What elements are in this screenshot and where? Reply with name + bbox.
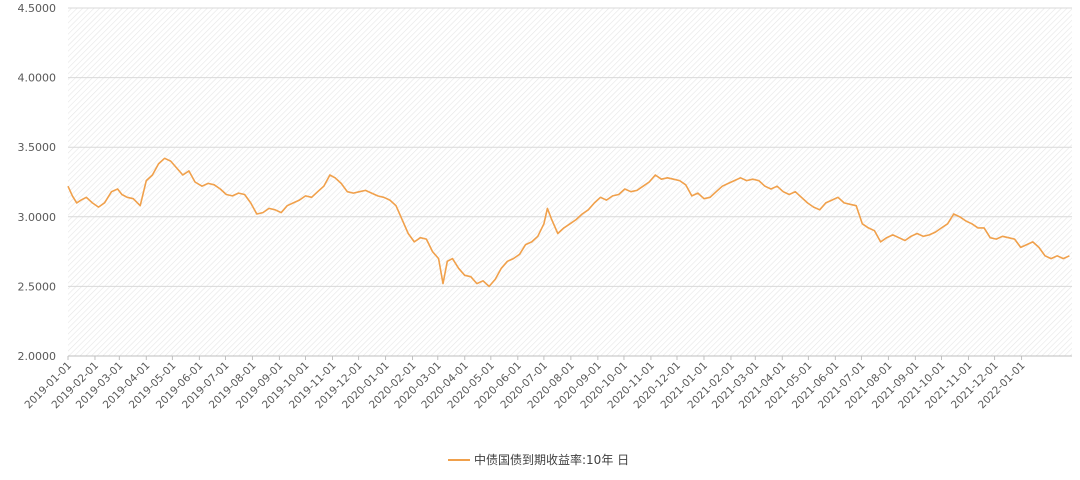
plot-background [68, 8, 1072, 356]
y-tick-label: 3.0000 [18, 211, 57, 224]
y-tick-label: 2.5000 [18, 280, 57, 293]
legend: 中债国债到期收益率:10年 日 [448, 452, 629, 467]
y-axis: 2.0000 2.5000 3.0000 3.5000 4.0000 4.5000 [18, 2, 57, 363]
gridlines [68, 7, 1072, 357]
y-tick-label: 4.5000 [18, 2, 57, 15]
series-line [67, 157, 1070, 288]
legend-label: 中债国债到期收益率:10年 日 [474, 452, 629, 467]
y-tick-label: 2.0000 [18, 350, 57, 363]
x-axis: 2019-01-012019-02-012019-03-012019-04-01… [22, 356, 1028, 411]
y-tick-label: 3.5000 [18, 141, 57, 154]
y-tick-label: 4.0000 [18, 72, 57, 85]
